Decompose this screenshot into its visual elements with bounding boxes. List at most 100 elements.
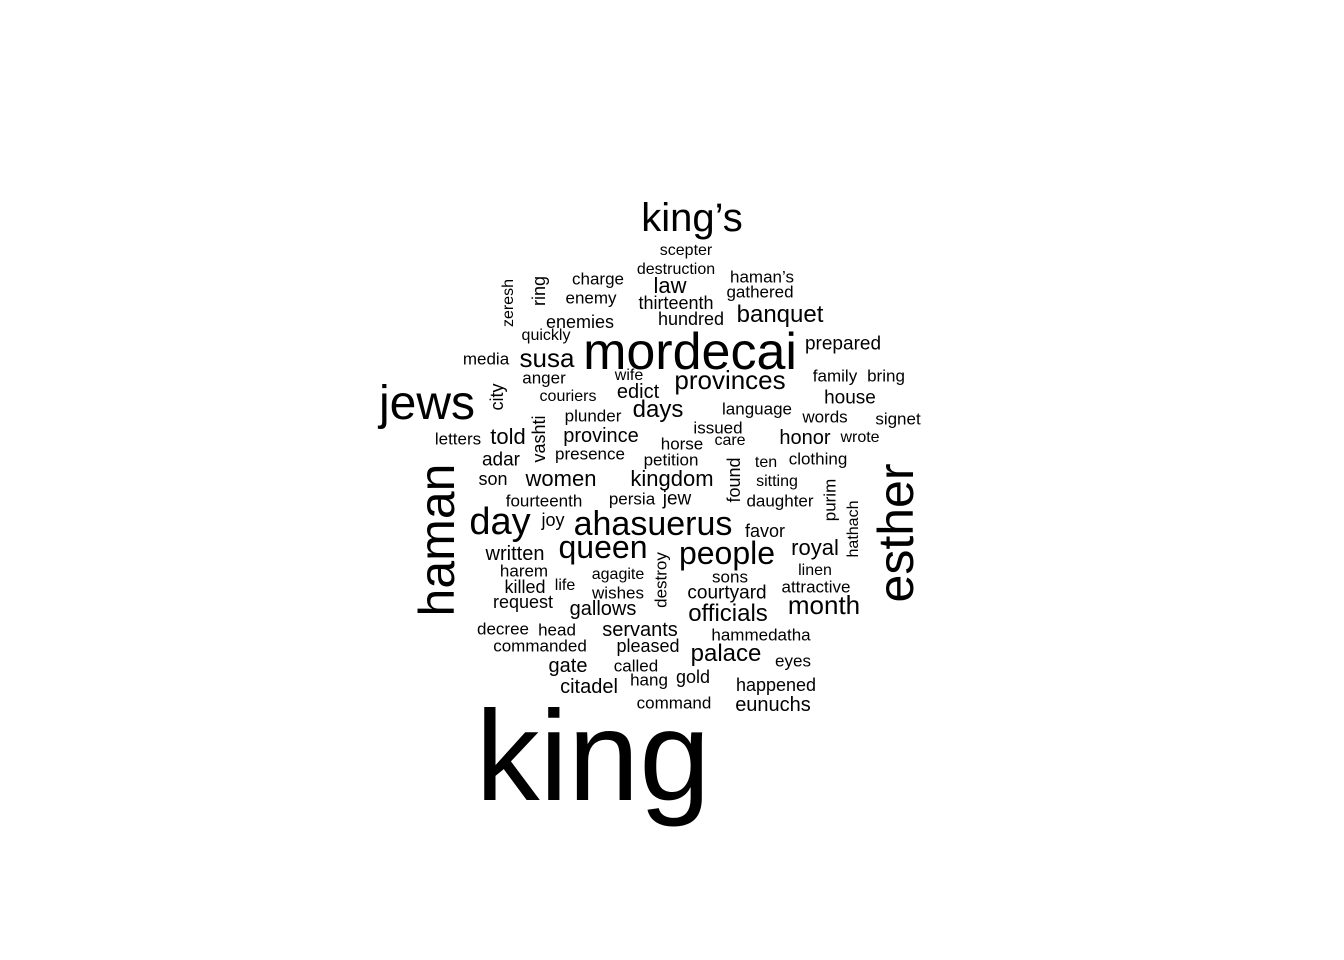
word-hathach: hathach [845, 500, 862, 558]
word-commanded: commanded [493, 636, 587, 656]
word-kings: king’s [641, 196, 743, 240]
word-joy: joy [541, 510, 565, 530]
word-honor: honor [779, 427, 831, 449]
word-royal: royal [791, 535, 839, 560]
word-thirteenth: thirteenth [638, 293, 714, 313]
word-day: day [469, 501, 531, 543]
word-purim: purim [820, 478, 840, 522]
word-eyes: eyes [775, 651, 811, 671]
word-request: request [492, 592, 554, 612]
word-gathered: gathered [726, 282, 794, 302]
word-pleased: pleased [616, 636, 680, 656]
word-courtyard: courtyard [687, 582, 767, 604]
word-wrote: wrote [840, 429, 880, 446]
word-care: care [714, 432, 746, 449]
word-wishes: wishes [592, 583, 644, 603]
word-written: written [485, 543, 545, 565]
word-gold: gold [675, 667, 711, 687]
word-susa: susa [519, 343, 575, 373]
word-persia: persia [608, 489, 656, 509]
word-killed: killed [504, 577, 546, 597]
word-queen: queen [558, 529, 648, 565]
word-hang: hang [630, 670, 668, 690]
word-language: language [722, 399, 792, 419]
word-fourteenth: fourteenth [505, 491, 583, 511]
word-family: family [812, 366, 858, 386]
word-life: life [554, 577, 576, 594]
word-city: city [487, 383, 507, 411]
word-king: king [475, 685, 711, 828]
word-signet: signet [875, 409, 921, 429]
word-letters: letters [434, 429, 482, 449]
word-adar: adar [481, 449, 521, 471]
word-ten: ten [754, 454, 778, 471]
word-favor: favor [744, 521, 786, 541]
word-prepared: prepared [804, 333, 882, 355]
word-plunder: plunder [564, 406, 622, 426]
word-couriers: couriers [539, 388, 597, 405]
word-words: words [802, 407, 848, 427]
word-decree: decree [477, 619, 529, 639]
word-media: media [462, 349, 510, 369]
word-jew: jew [662, 488, 692, 510]
word-petition: petition [643, 450, 699, 470]
word-bring: bring [867, 366, 905, 386]
word-sons: sons [712, 567, 748, 587]
word-happened: happened [735, 675, 817, 695]
word-zeresh: zeresh [500, 278, 517, 328]
word-people: people [678, 535, 776, 571]
word-charge: charge [572, 269, 624, 289]
word-wife: wife [614, 367, 644, 384]
word-mordecai: mordecai [583, 323, 797, 381]
word-scepter: scepter [659, 242, 713, 259]
word-sitting: sitting [756, 473, 798, 490]
word-esther: esther [868, 463, 924, 603]
word-house: house [824, 387, 876, 409]
word-banquet: banquet [736, 301, 824, 328]
word-destroy: destroy [651, 552, 671, 608]
word-citadel: citadel [560, 676, 618, 698]
word-month: month [787, 590, 861, 620]
word-enemies: enemies [545, 312, 615, 332]
word-gate: gate [548, 655, 588, 677]
word-destruction: destruction [636, 261, 716, 278]
word-head: head [538, 620, 576, 640]
word-province: province [563, 425, 639, 447]
word-son: son [478, 469, 508, 489]
word-kingdom: kingdom [630, 466, 714, 491]
word-provinces: provinces [674, 365, 786, 395]
word-servants: servants [602, 619, 678, 641]
word-jews: jews [378, 377, 476, 430]
word-ring: ring [529, 275, 549, 307]
word-days: days [632, 396, 684, 423]
word-daughter: daughter [746, 491, 814, 511]
word-agagite: agagite [591, 566, 645, 583]
word-women: women [525, 466, 597, 491]
word-presence: presence [555, 444, 625, 464]
word-law: law [653, 273, 687, 298]
word-called: called [613, 656, 659, 676]
word-issued: issued [693, 418, 743, 438]
word-palace: palace [690, 640, 762, 667]
word-horse: horse [660, 434, 704, 454]
word-command: command [636, 693, 712, 713]
word-ahasuerus: ahasuerus [573, 505, 733, 543]
word-eunuchs: eunuchs [735, 694, 811, 716]
word-vashti: vashti [529, 415, 549, 463]
word-edict: edict [616, 381, 660, 403]
word-anger: anger [522, 368, 566, 388]
word-officials: officials [688, 600, 768, 627]
word-quickly: quickly [521, 327, 571, 344]
word-attractive: attractive [781, 577, 851, 597]
word-linen: linen [798, 562, 832, 579]
word-enemy: enemy [565, 288, 617, 308]
word-haman: haman [409, 463, 465, 617]
word-told: told [490, 424, 526, 449]
word-hamans: haman’s [730, 267, 794, 287]
word-clothing: clothing [788, 449, 848, 469]
word-hundred: hundred [657, 309, 725, 329]
word-hammedatha: hammedatha [711, 625, 811, 645]
word-gallows: gallows [569, 598, 637, 620]
word-harem: harem [499, 561, 549, 581]
